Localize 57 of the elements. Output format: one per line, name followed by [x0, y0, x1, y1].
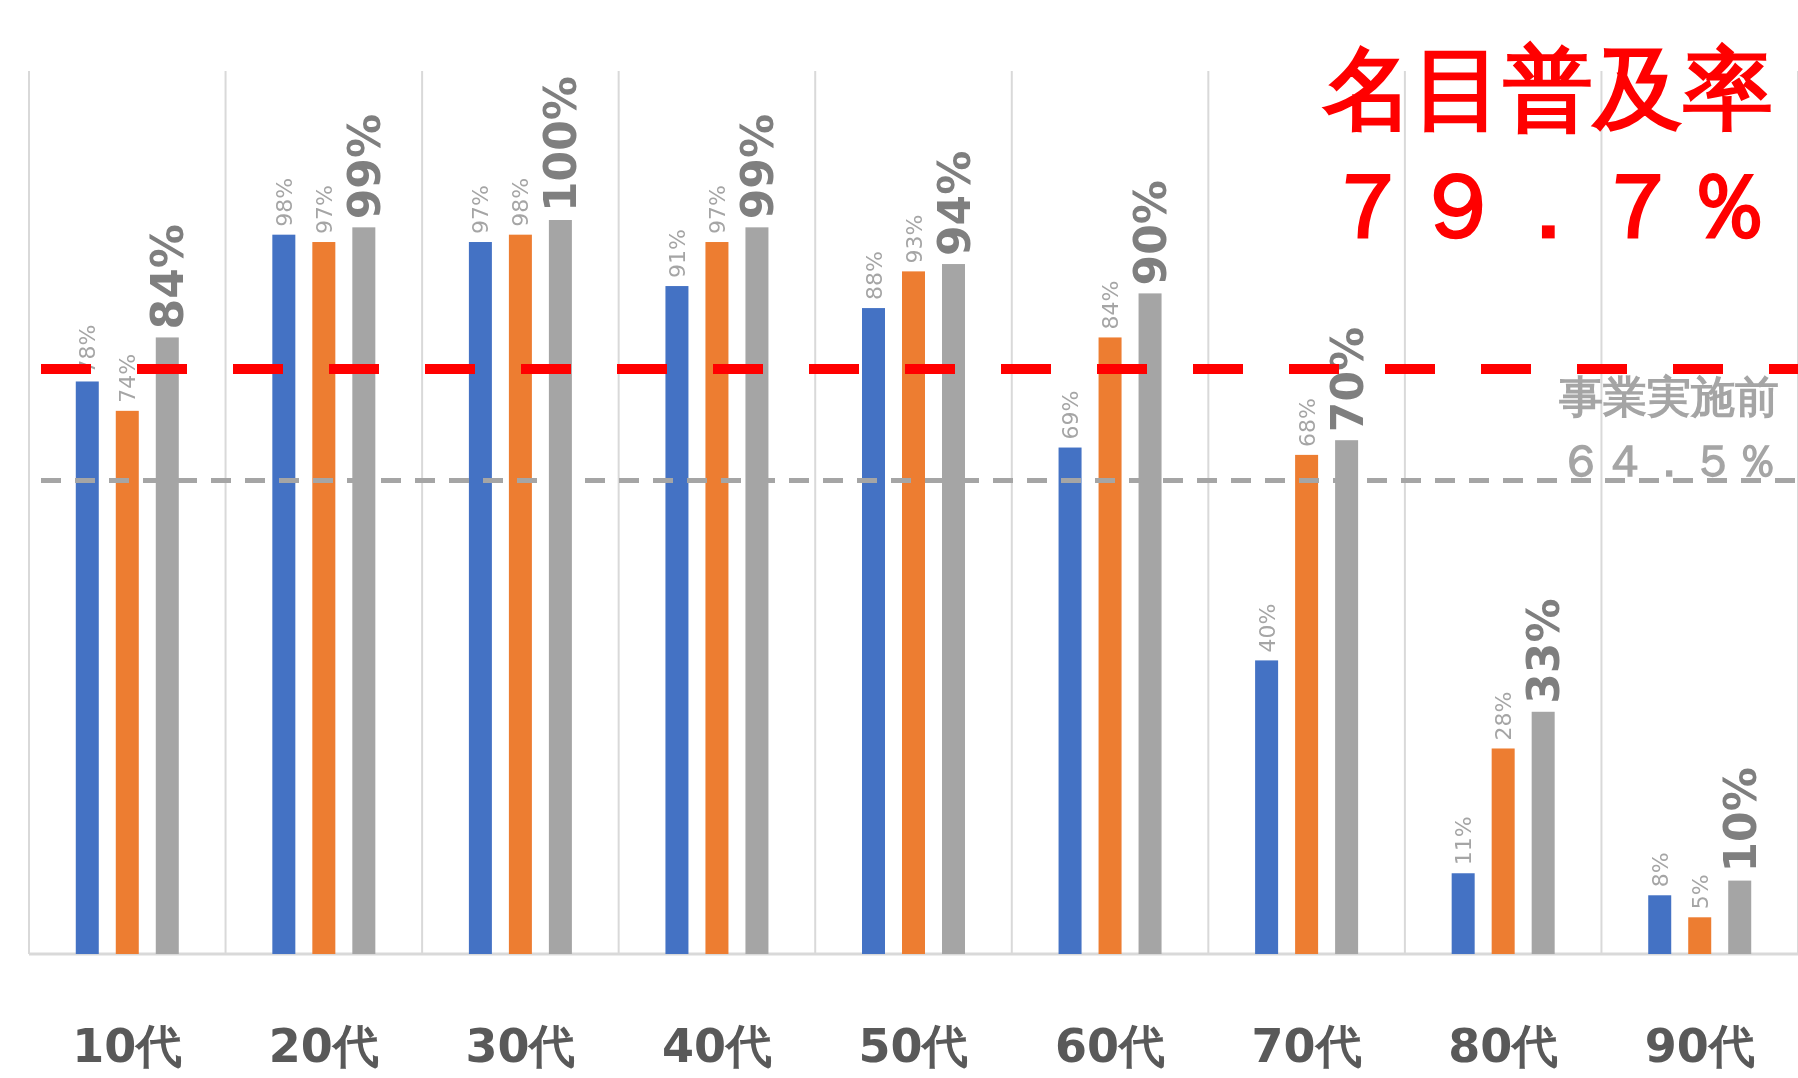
data-label: 88% [861, 251, 887, 301]
bar [1648, 895, 1672, 954]
bar [862, 308, 885, 954]
data-label: 84% [1098, 280, 1124, 330]
x-tick-label: 50代 [858, 1019, 969, 1073]
bar [1295, 454, 1319, 954]
x-tick-label: 20代 [268, 1019, 379, 1073]
data-label: 33% [1518, 598, 1570, 704]
data-label: 93% [901, 214, 927, 264]
x-tick-label: 60代 [1055, 1019, 1166, 1073]
data-label: 91% [664, 229, 690, 279]
bar [508, 234, 532, 954]
bar [1058, 447, 1082, 954]
x-tick-label: 40代 [661, 1019, 772, 1073]
bar [312, 242, 336, 954]
data-label: 68% [1294, 397, 1320, 447]
data-label: 69% [1058, 390, 1084, 440]
data-label: 28% [1491, 691, 1517, 741]
x-tick-label: 70代 [1251, 1019, 1362, 1073]
data-label: 90% [1125, 180, 1177, 286]
bar [115, 410, 139, 954]
data-label: 84% [142, 224, 194, 330]
bar [705, 242, 729, 954]
data-label: 99% [731, 114, 783, 220]
data-label: 11% [1451, 816, 1477, 866]
data-label: 99% [338, 114, 390, 220]
x-tick-label: 10代 [72, 1019, 183, 1073]
data-label: 98% [271, 177, 297, 227]
x-tick-label: 30代 [465, 1019, 576, 1073]
bar [1255, 660, 1279, 954]
ref-line-label: 名目普及率７９．７％ [1322, 35, 1774, 260]
bar [902, 271, 925, 954]
x-tick-label: 80代 [1448, 1019, 1559, 1073]
bar [272, 234, 296, 954]
x-tick-label: 90代 [1644, 1019, 1755, 1073]
data-label: 98% [508, 177, 534, 227]
data-label: 97% [311, 185, 337, 235]
bar [1728, 880, 1752, 954]
data-label: 5% [1687, 874, 1713, 910]
ref-line-label: 事業実施前６４．５％ [1559, 370, 1781, 488]
data-label: 8% [1647, 852, 1673, 888]
bar [1451, 873, 1475, 954]
data-label: 94% [928, 150, 980, 257]
data-label: 10% [1714, 767, 1766, 873]
bar [75, 381, 99, 954]
bar [1098, 337, 1122, 954]
data-label: 40% [1254, 603, 1280, 653]
bar [1491, 748, 1515, 954]
bar [468, 242, 492, 954]
bar [1531, 711, 1555, 954]
bar [1688, 917, 1712, 954]
bar [665, 286, 689, 954]
data-label: 97% [468, 185, 494, 235]
data-label: 74% [115, 353, 141, 403]
data-label: 100% [535, 76, 587, 212]
data-label: 70% [1321, 326, 1373, 433]
data-label: 97% [704, 185, 730, 235]
